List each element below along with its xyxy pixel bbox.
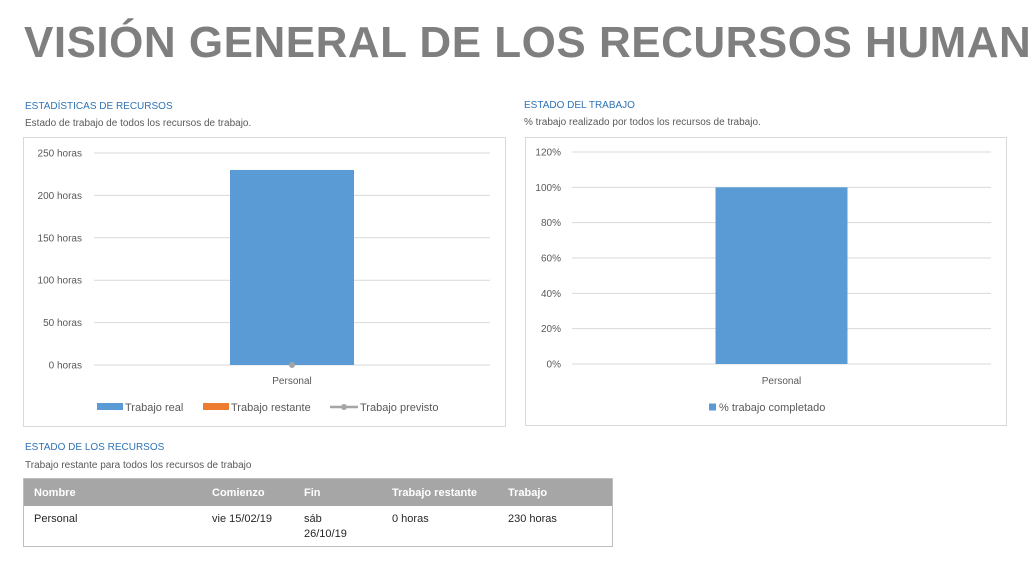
- bar-trabajo-completado: [715, 187, 848, 364]
- legend-swatch-trabajo-restante: [203, 403, 229, 410]
- resource-status-table: Nombre Comienzo Fin Trabajo restante Tra…: [23, 478, 613, 547]
- legend-marker-trabajo-previsto: [341, 404, 347, 410]
- work-status-subtitle: % trabajo realizado por todos los recurs…: [524, 117, 761, 128]
- cell-fin-line1: sáb: [304, 513, 322, 525]
- legend-label-trabajo-previsto: Trabajo previsto: [360, 402, 438, 414]
- work-status-heading: ESTADO DEL TRABAJO: [524, 100, 635, 111]
- y-tick-label: 80%: [541, 218, 561, 229]
- cell-comienzo: vie 15/02/19: [212, 513, 272, 525]
- y-tick-label: 120%: [535, 148, 561, 159]
- col-trabajo: Trabajo: [498, 478, 613, 506]
- resource-status-heading: ESTADO DE LOS RECURSOS: [25, 442, 165, 453]
- col-comienzo: Comienzo: [202, 478, 294, 506]
- legend-label-trabajo-completado: % trabajo completado: [719, 402, 825, 414]
- cell-trabajo-restante: 0 horas: [392, 513, 429, 525]
- cell-nombre: Personal: [34, 513, 78, 525]
- x-tick-label: Personal: [762, 376, 801, 387]
- y-tick-label: 200 horas: [38, 191, 82, 202]
- y-tick-label: 0%: [547, 360, 562, 371]
- work-status-chart: 0% 20% 40% 60% 80% 100% 120% Personal % trabajo …: [525, 137, 1007, 426]
- y-tick-label: 40%: [541, 289, 561, 300]
- y-tick-label: 250 horas: [38, 149, 82, 160]
- resource-stats-subtitle: Estado de trabajo de todos los recursos …: [25, 118, 252, 129]
- legend-swatch-trabajo-completado: [709, 403, 716, 411]
- work-status-chart-svg: 0% 20% 40% 60% 80% 100% 120% Personal % trabajo …: [535, 148, 991, 414]
- col-nombre: Nombre: [23, 478, 202, 506]
- y-tick-label: 60%: [541, 254, 561, 265]
- y-tick-label: 20%: [541, 324, 561, 335]
- table-row: Personal vie 15/02/19 sáb 26/10/19 0 hor…: [24, 506, 613, 547]
- col-trabajo-restante: Trabajo restante: [382, 478, 498, 506]
- resource-stats-chart-svg: 0 horas 50 horas 100 horas 150 horas 200 hor…: [38, 149, 490, 414]
- page-title: VISIÓN GENERAL DE LOS RECURSOS HUMANOS: [24, 18, 1029, 67]
- resource-status-subtitle: Trabajo restante para todos los recursos…: [25, 460, 252, 471]
- legend-label-trabajo-real: Trabajo real: [125, 402, 183, 414]
- y-tick-label: 150 horas: [38, 233, 82, 244]
- col-fin: Fin: [294, 478, 382, 506]
- cell-trabajo: 230 horas: [508, 513, 557, 525]
- resource-stats-chart: 0 horas 50 horas 100 horas 150 horas 200 hor…: [23, 137, 506, 427]
- resource-stats-heading: ESTADÍSTICAS DE RECURSOS: [25, 101, 173, 112]
- y-tick-label: 0 horas: [49, 361, 82, 372]
- y-tick-label: 100%: [535, 183, 561, 194]
- table-header-row: Nombre Comienzo Fin Trabajo restante Tra…: [23, 478, 613, 506]
- y-tick-label: 50 horas: [43, 318, 82, 329]
- cell-fin: sáb 26/10/19: [294, 506, 382, 547]
- bar-trabajo-real: [230, 169, 354, 365]
- x-tick-label: Personal: [272, 376, 311, 387]
- legend-label-trabajo-restante: Trabajo restante: [231, 402, 311, 414]
- y-tick-label: 100 horas: [38, 276, 82, 287]
- point-trabajo-previsto: [289, 362, 295, 368]
- legend-swatch-trabajo-real: [97, 403, 123, 410]
- cell-fin-line2: 26/10/19: [304, 528, 347, 540]
